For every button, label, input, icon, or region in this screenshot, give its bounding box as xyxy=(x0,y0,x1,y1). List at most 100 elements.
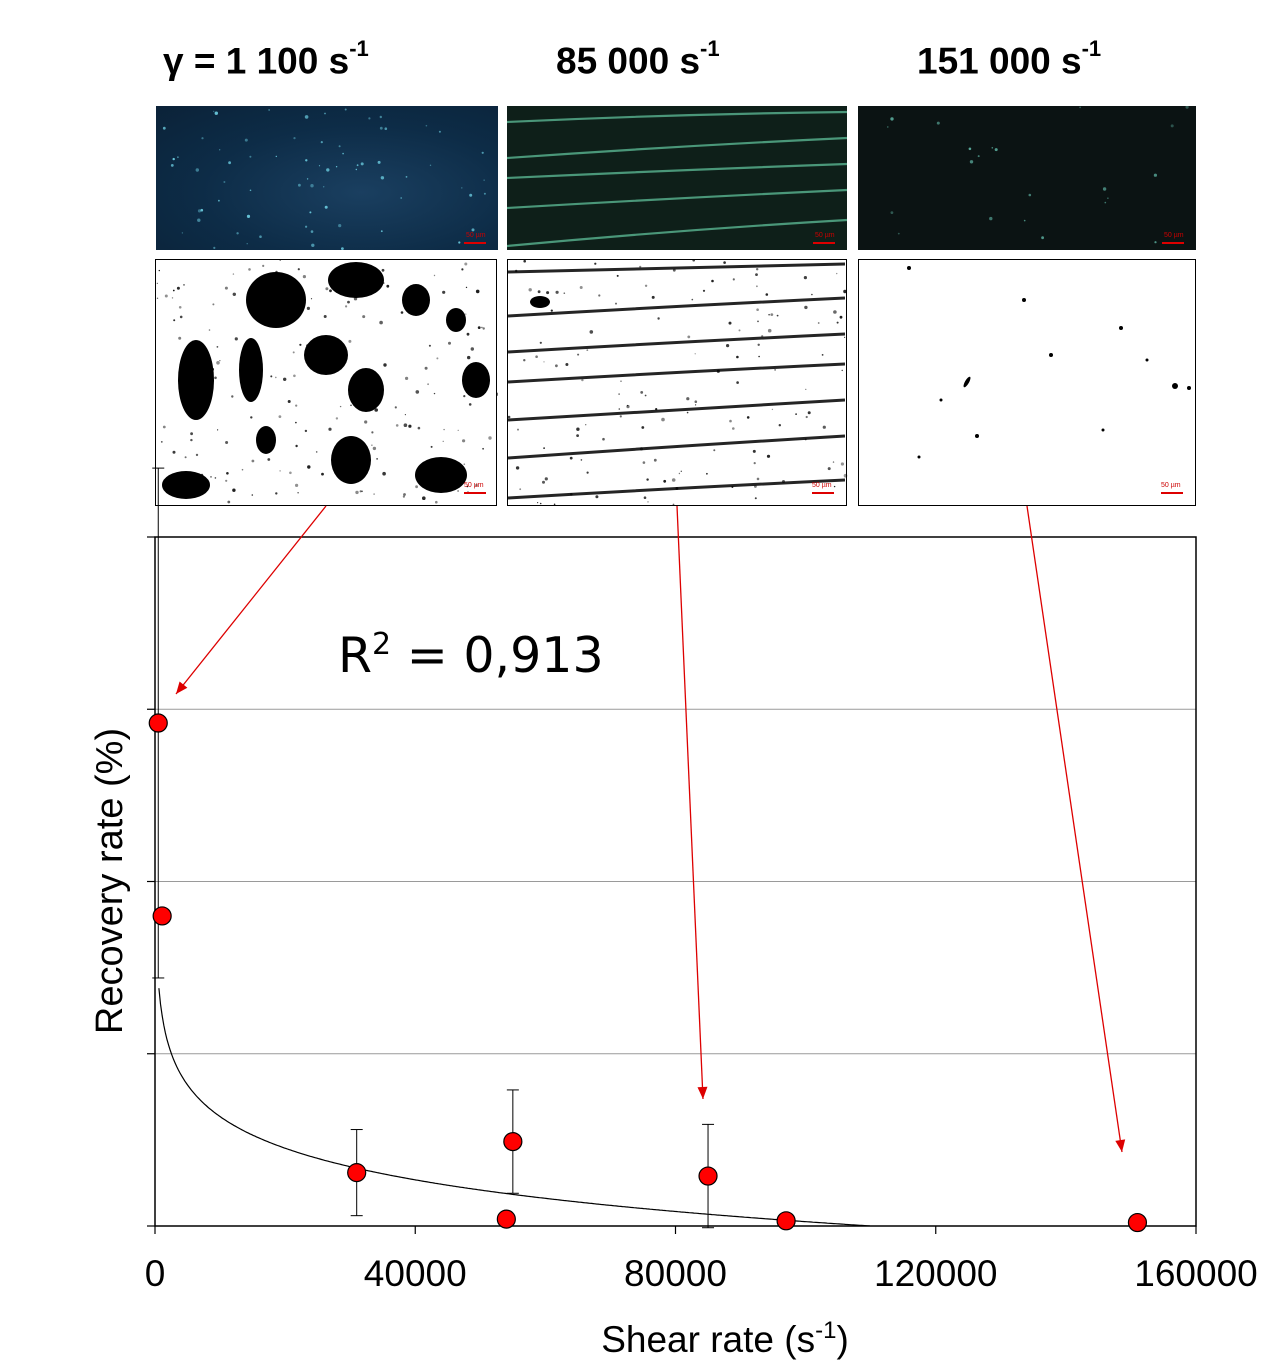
speckle-dot xyxy=(201,137,204,140)
speckle-dot xyxy=(372,446,377,451)
speckle-dot xyxy=(195,168,199,172)
speckle-dot xyxy=(1153,173,1157,177)
speckle-dot xyxy=(326,168,330,172)
speckle-dot xyxy=(482,327,485,330)
speckle-dot xyxy=(400,197,403,199)
speckle-dot xyxy=(756,477,760,481)
speckle-dot xyxy=(576,427,580,431)
panel-header-1: γ = 1 100 s-1 xyxy=(163,36,369,82)
speckle-dot xyxy=(651,295,655,299)
speckle-dot xyxy=(1028,193,1032,197)
speckle-dot xyxy=(250,416,253,419)
speckle-dot xyxy=(383,363,387,367)
x-tick-label-2: 40000 xyxy=(364,1253,467,1294)
speckle-dot xyxy=(306,178,309,180)
speckle-dot xyxy=(408,424,412,428)
speckle-dot xyxy=(275,155,277,158)
speckle-dot xyxy=(405,176,408,178)
speckle-dot xyxy=(178,306,182,309)
speckle-dot xyxy=(1079,106,1081,109)
pointer-arrowhead-2 xyxy=(697,1086,708,1099)
data-point-6 xyxy=(698,1166,718,1186)
speckle-dot xyxy=(415,390,420,394)
scalebar-6 xyxy=(1161,492,1183,494)
speckle-dot xyxy=(171,297,174,299)
speckle-dot xyxy=(757,343,760,346)
speckle-dot xyxy=(897,232,900,235)
speckle-dot xyxy=(172,450,176,454)
panel-header-2: 85 000 s-1 xyxy=(556,36,720,82)
speckle-dot xyxy=(755,273,758,276)
speckle-dot xyxy=(425,124,428,127)
speckle-dot xyxy=(275,376,277,379)
speckle-dot xyxy=(768,313,770,316)
speckle-dot xyxy=(1154,241,1157,244)
speckle-dot xyxy=(475,289,480,294)
binary-specks-3 xyxy=(907,266,1191,459)
speckle-dot xyxy=(519,488,522,491)
speckle-dot xyxy=(1023,219,1026,222)
speckle-dot xyxy=(298,183,301,187)
speckle-dot xyxy=(457,429,459,431)
pointer-arrowhead-3 xyxy=(1115,1139,1126,1152)
speckle-dot xyxy=(585,424,587,426)
speckle-dot xyxy=(379,115,382,119)
speckle-dot xyxy=(268,109,270,111)
speckle-dot xyxy=(586,349,589,351)
y-axis-title: Recovery rate (%) xyxy=(89,728,131,1034)
x-tick-label-4: 120000 xyxy=(874,1253,997,1294)
speckle-dot xyxy=(461,187,463,189)
speckle-dot xyxy=(371,444,373,446)
speckle-dot xyxy=(231,395,234,398)
speckle-dot xyxy=(295,483,299,487)
speckle-dot xyxy=(442,290,446,294)
speckle-dot xyxy=(466,332,470,336)
speckle-dot xyxy=(232,488,236,492)
speckle-dot xyxy=(304,115,309,119)
speckle-dot xyxy=(641,426,645,429)
speckle-dot xyxy=(228,161,231,165)
data-point-1 xyxy=(148,713,168,733)
speckle-dot xyxy=(475,483,478,487)
data-point-8 xyxy=(1127,1212,1148,1233)
speckle-dot xyxy=(661,417,665,422)
speckle-dot xyxy=(323,315,327,318)
speckle-dot xyxy=(329,289,332,293)
speckle-dot xyxy=(251,459,255,463)
panel-header-2-sup: -1 xyxy=(700,36,720,61)
speckle-dot xyxy=(338,145,341,148)
binarized-image-3: 50 µm xyxy=(858,259,1196,506)
speckle-dot xyxy=(640,391,644,394)
speckle-dot xyxy=(729,419,732,423)
speckle-dot xyxy=(172,157,175,161)
speckle-dot xyxy=(160,441,163,443)
speckle-dot xyxy=(458,241,461,244)
speckle-dot xyxy=(535,355,538,358)
speckle-dot xyxy=(223,181,226,183)
speckle-dot xyxy=(732,278,735,281)
x-axis-title: Shear rate (s-1) xyxy=(601,1317,849,1360)
speckle-dot xyxy=(362,315,366,319)
speckle-dot xyxy=(803,276,807,280)
speckle-dot xyxy=(219,149,221,151)
speckle-dot xyxy=(443,428,445,431)
speckle-dot xyxy=(807,411,811,415)
speckle-dot xyxy=(468,403,472,406)
panel-header-3-text: 151 000 s xyxy=(917,40,1082,82)
speckle-dot xyxy=(417,426,421,430)
speckle-dot xyxy=(227,500,231,504)
binary-streaks-2 xyxy=(508,262,845,500)
speckle-dot xyxy=(771,408,774,411)
speckle-dot xyxy=(619,415,622,418)
speckle-dot xyxy=(470,347,474,351)
speckle-dot xyxy=(655,408,658,411)
speckle-dot xyxy=(164,294,168,298)
speckle-dot xyxy=(430,445,433,448)
speckle-dot xyxy=(177,156,179,159)
speckle-dot xyxy=(295,444,298,448)
speckle-dot xyxy=(324,205,328,209)
data-point-5 xyxy=(503,1131,523,1152)
speckle-dot xyxy=(181,232,184,234)
speckle-dot xyxy=(384,127,388,130)
